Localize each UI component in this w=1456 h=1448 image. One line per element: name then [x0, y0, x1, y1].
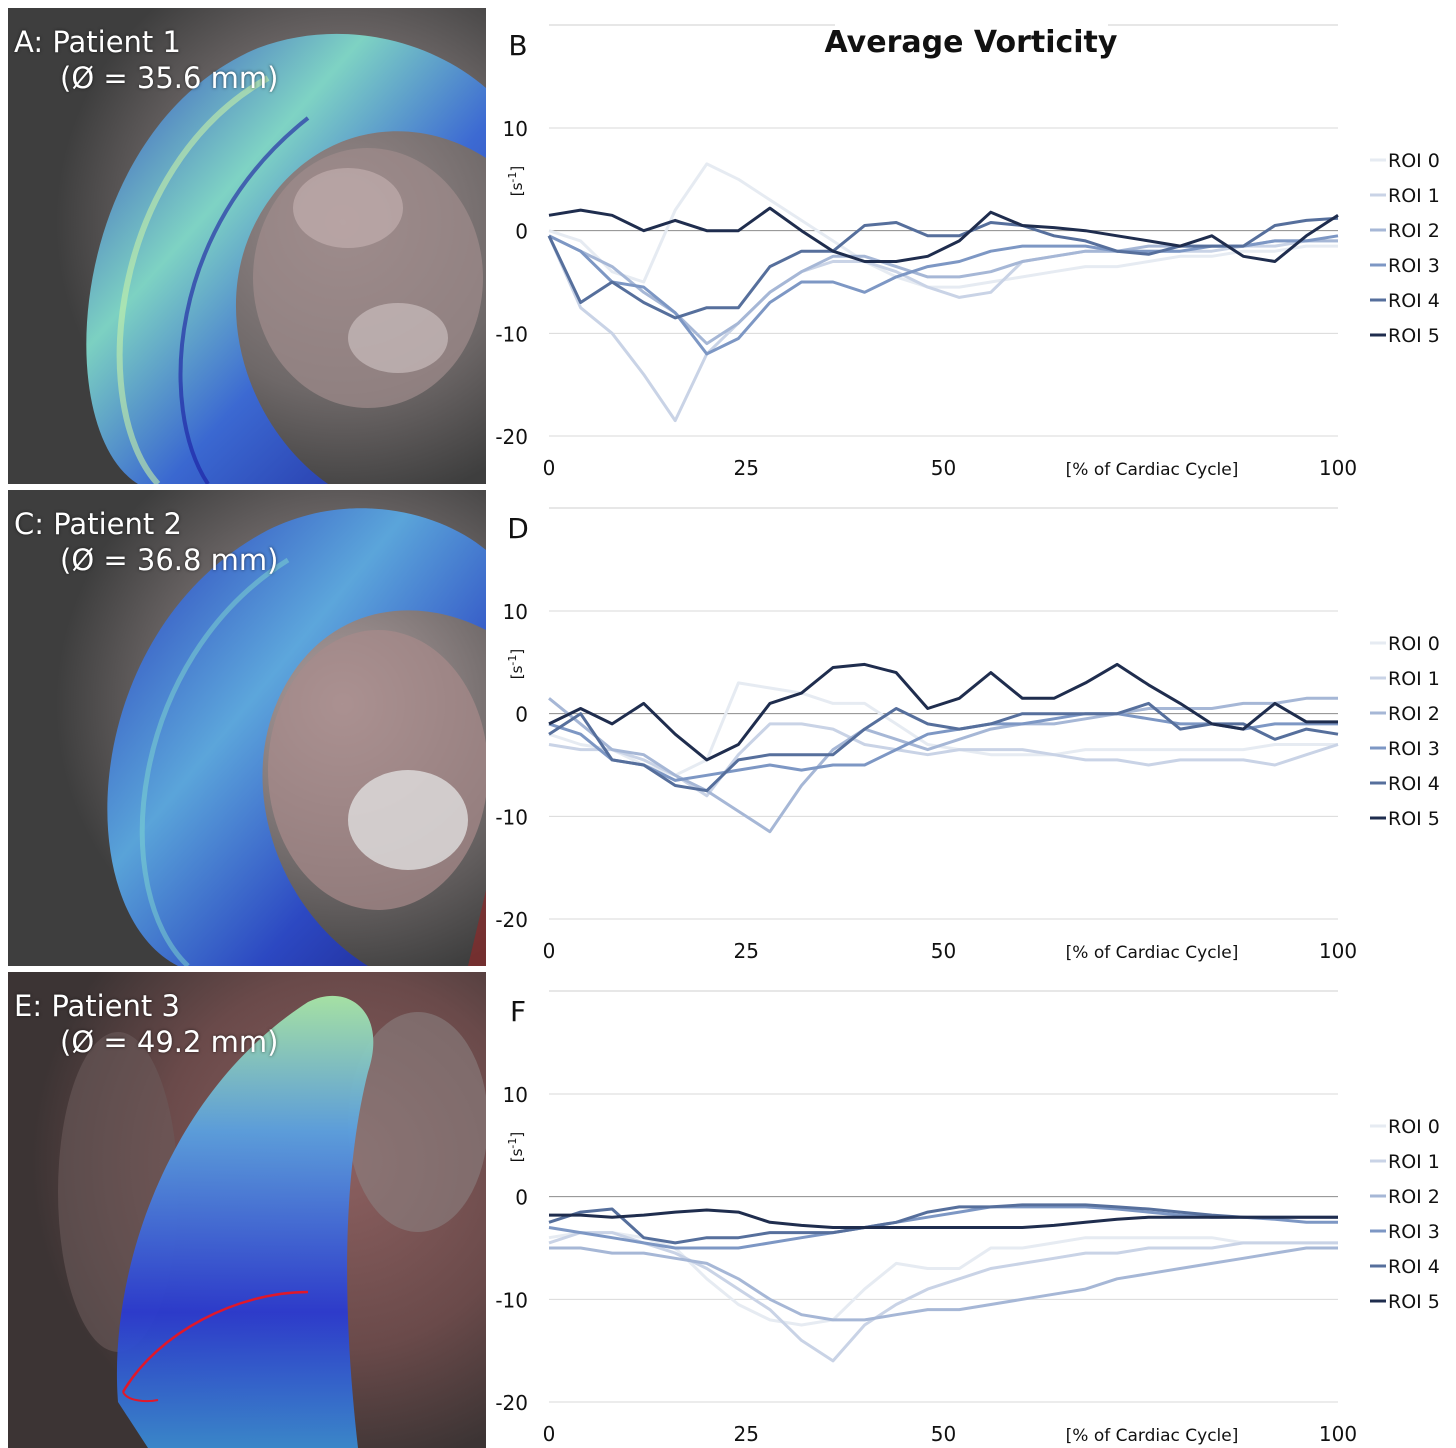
series-line-roi-2 — [549, 1246, 1338, 1322]
legend-label: ROI 4 — [1388, 290, 1440, 312]
legend-label: ROI 0 — [1388, 633, 1440, 655]
x-tick-label: 50 — [931, 456, 956, 480]
patient-name: Patient 3 — [51, 989, 180, 1023]
flow-image-patient-2 — [8, 490, 486, 966]
streamline-rendering-patient-1 — [8, 8, 486, 484]
series-line-roi-5 — [549, 1208, 1338, 1229]
x-tick-label: 0 — [543, 939, 556, 963]
streamline-rendering-patient-3 — [8, 972, 486, 1448]
y-tick-label: 10 — [503, 1083, 528, 1107]
legend-label: ROI 1 — [1388, 668, 1440, 690]
y-tick-label: -10 — [495, 322, 528, 346]
y-tick-label: -10 — [495, 1288, 528, 1312]
x-tick-label: 100 — [1319, 939, 1357, 963]
legend-label: ROI 0 — [1388, 150, 1440, 172]
x-tick-label: 50 — [931, 939, 956, 963]
legend-label: ROI 1 — [1388, 185, 1440, 207]
vessel-diameter: (Ø = 49.2 mm) — [60, 1025, 279, 1059]
legend-label: ROI 3 — [1388, 738, 1440, 760]
y-tick-label: -10 — [495, 805, 528, 829]
patient-name: Patient 1 — [52, 25, 181, 59]
streamline-rendering-patient-2 — [8, 490, 486, 966]
series-line-roi-1 — [547, 235, 1338, 423]
panel-letter-c: C: — [14, 507, 45, 541]
series-line-roi-2 — [548, 696, 1338, 834]
panel-letter: D — [507, 512, 529, 545]
x-tick-label: 25 — [734, 456, 759, 480]
patient-3-label: E: Patient 3 (Ø = 49.2 mm) — [14, 988, 278, 1060]
series-line-roi-1 — [548, 722, 1339, 798]
panel-letter: B — [508, 29, 527, 62]
panel-letter-a: A: — [14, 25, 44, 59]
x-axis-label: [% of Cardiac Cycle] — [1066, 460, 1239, 480]
legend-label: ROI 4 — [1388, 1256, 1440, 1278]
chart-title: Average Vorticity — [825, 25, 1118, 60]
panel-letter-e: E: — [14, 989, 43, 1023]
x-axis-label: [% of Cardiac Cycle] — [1066, 1426, 1239, 1446]
series-line-roi-4 — [547, 216, 1339, 320]
series-line-roi-0 — [548, 162, 1338, 289]
y-tick-label: -20 — [495, 425, 528, 449]
panel-letter: F — [510, 995, 526, 1028]
legend-label: ROI 2 — [1388, 1186, 1440, 1208]
series-line-roi-5 — [548, 206, 1339, 263]
legend-label: ROI 5 — [1388, 808, 1440, 830]
series-line-roi-4 — [548, 1203, 1338, 1245]
legend-label: ROI 0 — [1388, 1116, 1440, 1138]
x-tick-label: 50 — [931, 1422, 956, 1446]
legend-label: ROI 5 — [1388, 325, 1440, 347]
y-tick-label: 10 — [503, 600, 528, 624]
vessel-diameter: (Ø = 36.8 mm) — [60, 543, 279, 577]
y-tick-label: 0 — [515, 220, 528, 244]
x-tick-label: 100 — [1319, 1422, 1357, 1446]
series-line-roi-2 — [548, 234, 1338, 346]
y-tick-label: 0 — [515, 1186, 528, 1210]
series-line-roi-0 — [548, 1231, 1338, 1327]
legend-label: ROI 4 — [1388, 773, 1440, 795]
x-axis-label: [% of Cardiac Cycle] — [1066, 943, 1239, 963]
x-tick-label: 0 — [543, 456, 556, 480]
legend-label: ROI 3 — [1388, 1221, 1440, 1243]
y-tick-label: -20 — [495, 908, 528, 932]
legend-label: ROI 1 — [1388, 1151, 1440, 1173]
flow-image-patient-3 — [8, 972, 486, 1448]
legend-label: ROI 2 — [1388, 703, 1440, 725]
legend-label: ROI 2 — [1388, 220, 1440, 242]
y-tick-label: 10 — [503, 117, 528, 141]
series-line-roi-1 — [548, 1231, 1338, 1363]
y-tick-label: 0 — [515, 703, 528, 727]
series-line-roi-5 — [548, 662, 1338, 762]
x-tick-label: 25 — [734, 939, 759, 963]
series-line-roi-0 — [548, 681, 1338, 777]
series-line-roi-4 — [548, 701, 1339, 793]
y-axis-label: [s-1] — [506, 1132, 526, 1163]
vessel-diameter: (Ø = 35.6 mm) — [60, 61, 279, 95]
y-axis-label: [s-1] — [506, 166, 526, 197]
legend-label: ROI 5 — [1388, 1291, 1440, 1313]
x-tick-label: 25 — [734, 1422, 759, 1446]
patient-2-label: C: Patient 2 (Ø = 36.8 mm) — [14, 506, 278, 578]
legend-label: ROI 3 — [1388, 255, 1440, 277]
x-tick-label: 0 — [543, 1422, 556, 1446]
patient-1-label: A: Patient 1 (Ø = 35.6 mm) — [14, 24, 278, 96]
y-axis-label: [s-1] — [506, 649, 526, 680]
x-tick-label: 100 — [1319, 456, 1357, 480]
patient-name: Patient 2 — [53, 507, 182, 541]
flow-image-patient-1 — [8, 8, 486, 484]
y-tick-label: -20 — [495, 1391, 528, 1415]
